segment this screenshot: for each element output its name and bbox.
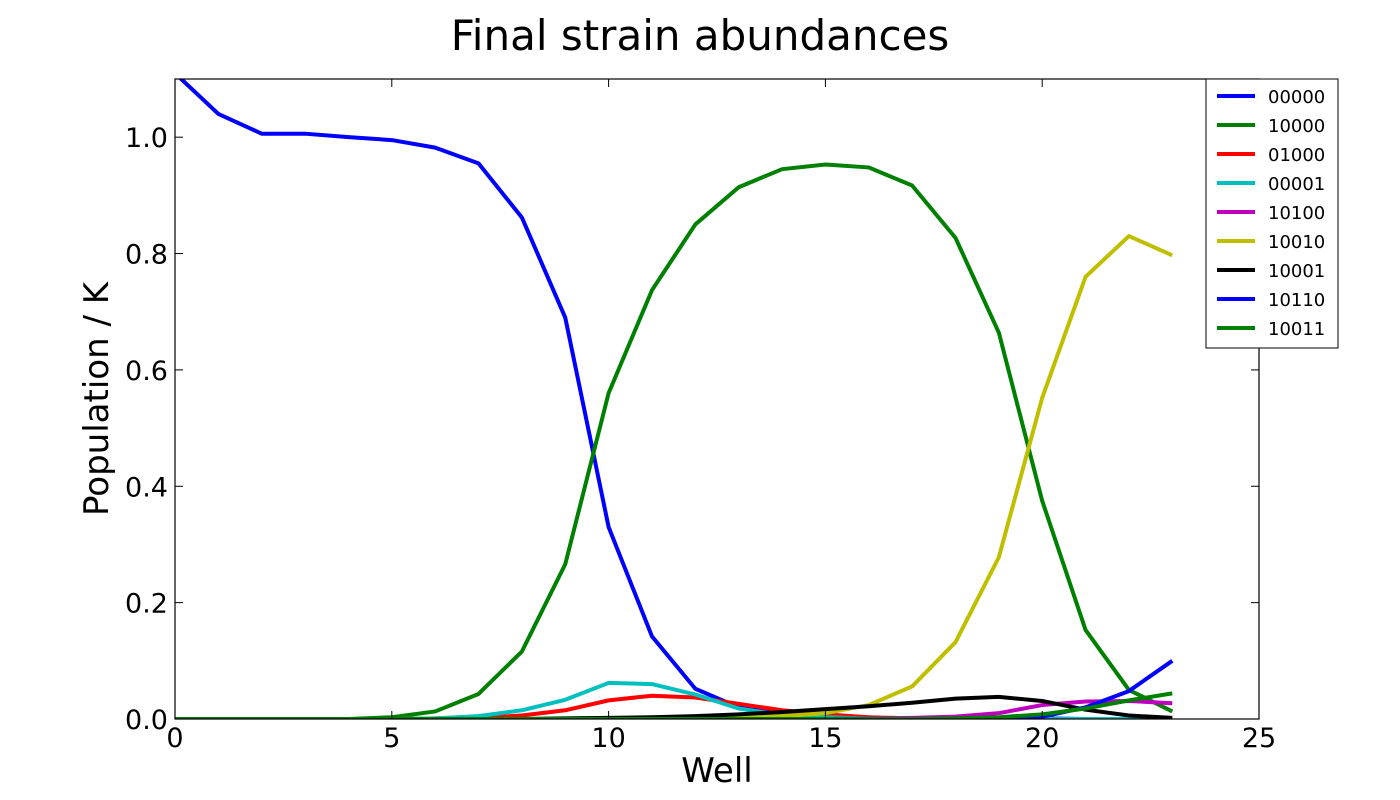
x-tick-label: 0 xyxy=(166,723,183,754)
x-tick-label: 20 xyxy=(1025,723,1059,754)
plot-area: 0 5 10 15 20 25 0.0 0.2 0.4 0.6 0.8 1.0 xyxy=(125,78,1276,754)
y-tick-label: 0.0 xyxy=(125,705,168,736)
y-tick-label: 0.6 xyxy=(125,356,168,387)
legend-label-10100: 10100 xyxy=(1268,203,1325,224)
series-line-00001 xyxy=(175,680,1173,719)
series-line-10001 xyxy=(175,694,1173,719)
y-tick-label: 0.2 xyxy=(125,589,168,620)
series-line-00000 xyxy=(178,79,1173,719)
series-line-01000 xyxy=(175,693,1173,719)
x-axis-label: Well xyxy=(681,751,752,791)
chart-title: Final strain abundances xyxy=(451,11,950,60)
x-tick-label: 15 xyxy=(808,723,842,754)
x-tick-label: 5 xyxy=(383,723,400,754)
series-line-10000 xyxy=(175,162,1174,719)
legend-label-10110: 10110 xyxy=(1268,290,1325,311)
series-line-10100 xyxy=(175,698,1173,719)
series-line-10011 xyxy=(175,691,1173,719)
series-lines xyxy=(175,79,1174,719)
plot-frame xyxy=(174,78,1260,720)
legend-label-10001: 10001 xyxy=(1268,261,1325,282)
legend-label-10000: 10000 xyxy=(1268,116,1325,137)
x-tick-label: 10 xyxy=(591,723,625,754)
legend-label-10011: 10011 xyxy=(1268,319,1325,340)
y-tick-label: 0.4 xyxy=(125,472,168,503)
legend: 00000 10000 01000 00001 10100 10010 10001 10110… xyxy=(1205,78,1339,349)
y-axis-label: Population / K xyxy=(77,280,117,516)
series-line-10010 xyxy=(175,234,1174,719)
legend-label-00001: 00001 xyxy=(1268,174,1325,195)
legend-label-10010: 10010 xyxy=(1268,232,1325,253)
legend-label-01000: 01000 xyxy=(1268,145,1325,166)
y-tick-label: 0.8 xyxy=(125,240,168,271)
x-tick-label: 25 xyxy=(1242,723,1276,754)
legend-label-00000: 00000 xyxy=(1268,87,1325,108)
y-tick-label: 1.0 xyxy=(125,123,168,154)
